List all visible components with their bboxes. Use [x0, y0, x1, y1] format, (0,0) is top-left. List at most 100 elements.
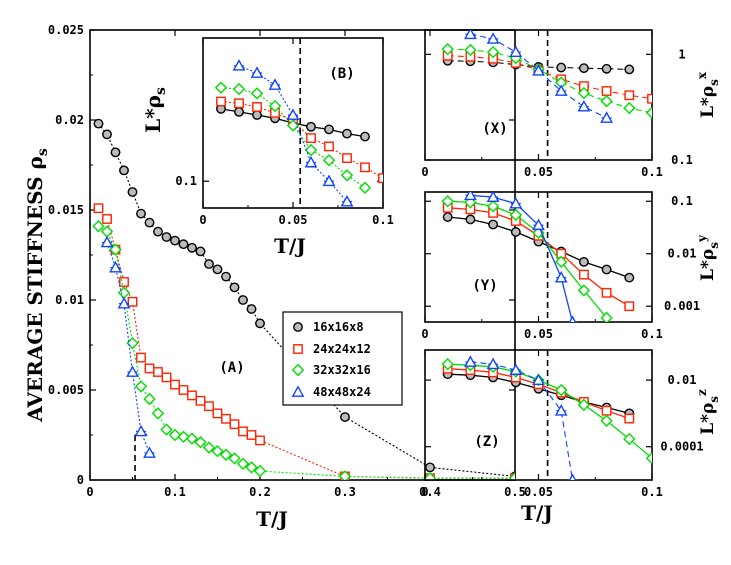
- panel-a-series-1-point: [212, 408, 223, 419]
- panel-a-series-2-point: [423, 472, 437, 480]
- panel-b-xtick-label: 0.1: [372, 213, 394, 227]
- panel-a-series-1-point: [170, 379, 180, 390]
- panel-b-series-1-point: [306, 133, 316, 143]
- panel-b-series-1-point: [378, 173, 383, 184]
- panel-x-series-2-point: [577, 86, 591, 100]
- panel-y-series-line-3: [470, 194, 574, 322]
- panel-a-series-0-point: [110, 147, 121, 158]
- panel-b-series-3-point: [232, 59, 246, 71]
- panel-y-series-0-point: [601, 264, 612, 275]
- panel-a-ytick-label: 0.01: [55, 293, 84, 307]
- panel-a-series-0-point: [246, 304, 257, 314]
- panel-a-series-1-point: [229, 419, 240, 430]
- panel-b: 0 0.05 0.1 0.1: [175, 37, 394, 227]
- panel-y-ytick-label: 0.1: [671, 194, 693, 208]
- panel-a-series-1-point: [153, 367, 163, 377]
- panel-x-series-3-point: [486, 32, 500, 44]
- panel-a-ylabel-sub: s: [35, 148, 51, 156]
- panel-a-series-0-point: [212, 264, 223, 275]
- panel-a-series-3-point: [117, 296, 131, 309]
- panel-z-xtick-label: 0: [421, 485, 428, 499]
- panel-a-ytick-label: 0.015: [48, 203, 84, 217]
- panel-x-series-3-point: [600, 111, 613, 123]
- panel-a-series-1-point: [127, 296, 138, 307]
- panel-a-series-0-point: [255, 318, 265, 329]
- panel-a-series-1-point: [161, 372, 172, 383]
- panel-a-ytick-label: 0.025: [48, 23, 84, 37]
- panel-z-series-1-point: [624, 413, 635, 424]
- panel-x-xtick-label: 0.1: [641, 165, 663, 179]
- panel-x-series-3-point: [509, 45, 523, 58]
- panel-b-ylabel-sub: s: [153, 87, 169, 95]
- panel-b-series-3-point: [268, 78, 282, 90]
- panel-y-ytick-label: 0.01: [668, 247, 697, 261]
- panel-a-series-3-point: [134, 424, 148, 437]
- panel-a-series-2-point: [219, 448, 233, 461]
- panel-a-ylabel-main: AVERAGE STIFFNESS ρ: [23, 156, 47, 423]
- panel-b-series-2-point: [268, 99, 282, 113]
- panel-a-series-2-point: [100, 225, 114, 238]
- panel-z-ylabel-sup: z: [695, 389, 709, 396]
- panel-a-series-0-point: [153, 226, 163, 237]
- panel-z-series-3-point: [532, 373, 545, 385]
- panel-x-series-3-point: [464, 30, 477, 40]
- panel-y-series-3-point: [554, 271, 568, 283]
- panel-y-ylabel: L*ρsy: [695, 234, 721, 281]
- legend-label-0: 16x16x8: [313, 320, 364, 334]
- panel-a-xtick-label: 0: [86, 485, 93, 499]
- panel-a-series-3-point: [109, 260, 122, 273]
- panel-z-series-2-point: [623, 432, 636, 446]
- panel-z-xtick-label: 0.05: [524, 485, 553, 499]
- panel-z-series-2-point: [600, 414, 613, 427]
- panel-a-series-3-point: [126, 365, 139, 377]
- panel-a-series-0-point: [187, 242, 197, 253]
- panel-a-series-1-point: [144, 363, 155, 374]
- panel-a-series-2-point: [194, 436, 207, 449]
- panel-b-series-2-point: [358, 181, 372, 194]
- panel-a-series-0-point: [238, 295, 248, 305]
- panel-a-series-1-point: [93, 203, 104, 214]
- panel-y-series-2-point: [441, 195, 454, 208]
- panel-b-label: (B): [329, 66, 354, 82]
- panel-a-series-0-point: [102, 129, 112, 140]
- panel-a-series-2-point: [177, 430, 190, 443]
- legend-marker-0: [293, 322, 303, 332]
- panel-a-ytick-label: 0: [77, 473, 84, 487]
- panel-x-series-group: [441, 30, 652, 123]
- panel-a-series-2-point: [253, 464, 267, 478]
- panel-x-series-2-point: [645, 106, 652, 119]
- panel-a-series-3-point: [143, 446, 156, 458]
- panel-x-series-2-point: [623, 101, 636, 115]
- panel-x-series-0-point: [601, 63, 612, 74]
- panel-a-series-0-point: [178, 239, 189, 250]
- panel-a-series-1-point: [178, 385, 189, 395]
- panel-y-series-3-point: [486, 192, 500, 202]
- panel-z-ytick-label: 0.01: [668, 373, 697, 387]
- panel-x-ylabel-sub: s: [707, 79, 721, 86]
- panel-z-series-3-point: [568, 473, 577, 480]
- panel-a-series-2-point: [160, 423, 173, 436]
- panel-x-ytick-label: 1: [678, 47, 685, 61]
- panel-a-xlabel: T/J: [256, 507, 288, 531]
- panel-x-series-3-point: [532, 64, 545, 76]
- svg-text:AVERAGE STIFFNESS ρs: AVERAGE STIFFNESS ρs: [23, 148, 51, 423]
- panel-x-ylabel-sup: x: [695, 71, 709, 79]
- panel-b-series-0-point: [360, 131, 370, 142]
- panel-x-series-1-point: [647, 93, 652, 104]
- panel-a-series-2-point: [185, 432, 199, 445]
- panel-b-series-2-point: [304, 143, 318, 157]
- panel-b-xtick-label: 0.05: [279, 213, 308, 227]
- panel-y-ylabel-sup: y: [695, 234, 709, 243]
- legend-label-1: 24x24x12: [313, 342, 371, 356]
- panel-x-series-1-point: [624, 90, 635, 101]
- panel-y-ylabel-sub: s: [707, 242, 721, 249]
- panel-z-series-3-point: [486, 357, 500, 370]
- panel-b-series-0-point: [342, 128, 352, 139]
- panel-z-series-line-3: [470, 361, 574, 480]
- panel-a-series-1-point: [119, 277, 129, 287]
- panel-a-series-0-point: [221, 271, 231, 282]
- panel-a-series-0-point: [136, 208, 146, 219]
- panel-y-series-1-point: [624, 301, 635, 312]
- panel-y-series-1-point: [579, 269, 589, 280]
